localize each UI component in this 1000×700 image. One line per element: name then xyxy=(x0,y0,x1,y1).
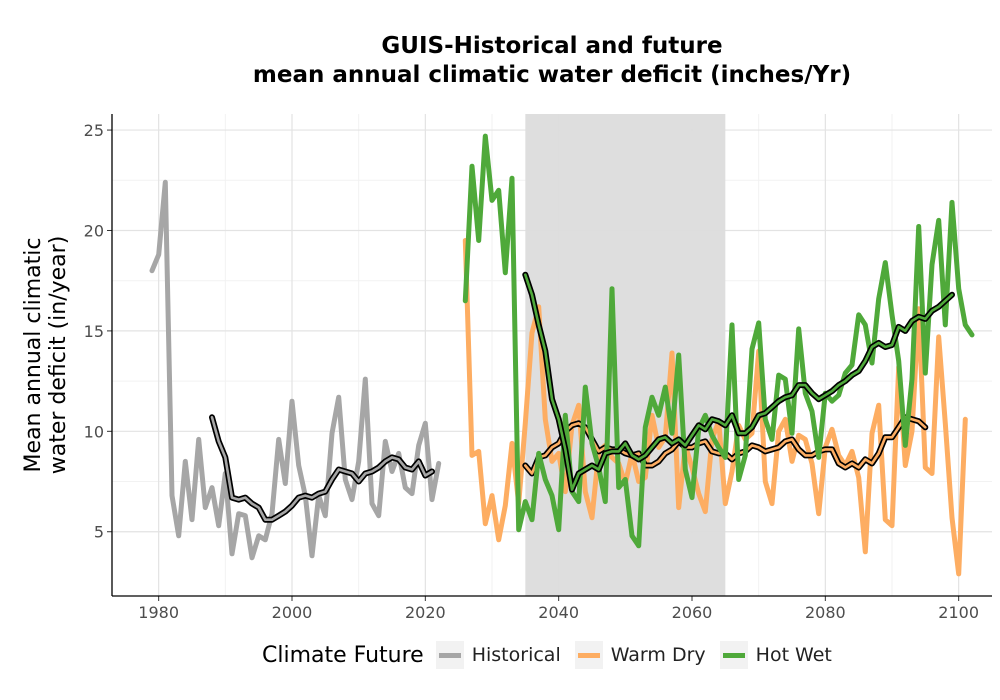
series-warm-dry xyxy=(462,238,968,577)
x-tick-label: 1980 xyxy=(138,603,179,622)
chart-subtitle: mean annual climatic water deficit (inch… xyxy=(252,62,852,88)
series-historical-10-yr-mean xyxy=(210,415,434,522)
x-tick-label: 2040 xyxy=(538,603,579,622)
legend-swatch-historical xyxy=(438,653,461,658)
legend-label-hot-wet: Hot Wet xyxy=(755,644,832,666)
y-tick-label: 10 xyxy=(84,422,104,441)
y-tick-label: 5 xyxy=(94,523,104,542)
legend-item-historical: Historical xyxy=(435,641,561,669)
x-tick-label: 2080 xyxy=(805,603,846,622)
legend-label-historical: Historical xyxy=(471,644,561,666)
y-tick-label: 20 xyxy=(84,221,104,240)
y-axis-label-line: Mean annual climatic xyxy=(21,238,46,473)
y-tick-label: 25 xyxy=(84,121,104,140)
series-hot-wet xyxy=(462,133,975,549)
x-tick-label: 2020 xyxy=(405,603,446,622)
y-axis-label-line: water deficit (in/year) xyxy=(46,236,71,475)
legend: Climate Future Historical Warm Dry Hot W… xyxy=(262,640,846,670)
series-hot-wet-10-yr-mean xyxy=(523,273,954,491)
y-axis-label: Mean annual climaticwater deficit (in/ye… xyxy=(21,236,71,475)
series-historical xyxy=(149,179,442,561)
legend-swatch-hot-wet xyxy=(722,653,745,658)
x-tick-label: 2060 xyxy=(672,603,713,622)
legend-label-warm-dry: Warm Dry xyxy=(610,644,706,666)
legend-item-warm-dry: Warm Dry xyxy=(574,641,706,669)
legend-key-historical xyxy=(435,641,464,669)
legend-key-hot-wet xyxy=(719,641,748,669)
chart-title: GUIS-Historical and future xyxy=(381,33,723,59)
legend-key-warm-dry xyxy=(574,641,603,669)
legend-swatch-warm-dry xyxy=(577,653,600,658)
x-tick-label: 2100 xyxy=(938,603,979,622)
y-tick-label: 15 xyxy=(84,322,104,341)
legend-item-hot-wet: Hot Wet xyxy=(719,641,832,669)
x-tick-label: 2000 xyxy=(272,603,313,622)
legend-title: Climate Future xyxy=(262,642,424,668)
